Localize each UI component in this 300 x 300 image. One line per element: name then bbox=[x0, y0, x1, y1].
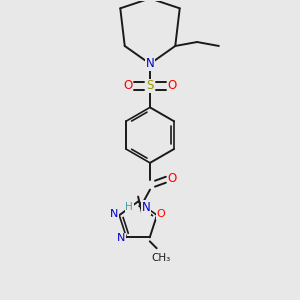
Text: S: S bbox=[146, 79, 154, 92]
Text: CH₃: CH₃ bbox=[151, 253, 170, 263]
Text: O: O bbox=[124, 79, 133, 92]
Text: O: O bbox=[167, 79, 176, 92]
Text: H: H bbox=[125, 202, 133, 212]
Text: O: O bbox=[167, 172, 176, 185]
Text: N: N bbox=[146, 57, 154, 70]
Text: N: N bbox=[117, 233, 126, 243]
Text: N: N bbox=[110, 209, 118, 219]
Text: N: N bbox=[142, 201, 150, 214]
Text: O: O bbox=[157, 209, 165, 219]
